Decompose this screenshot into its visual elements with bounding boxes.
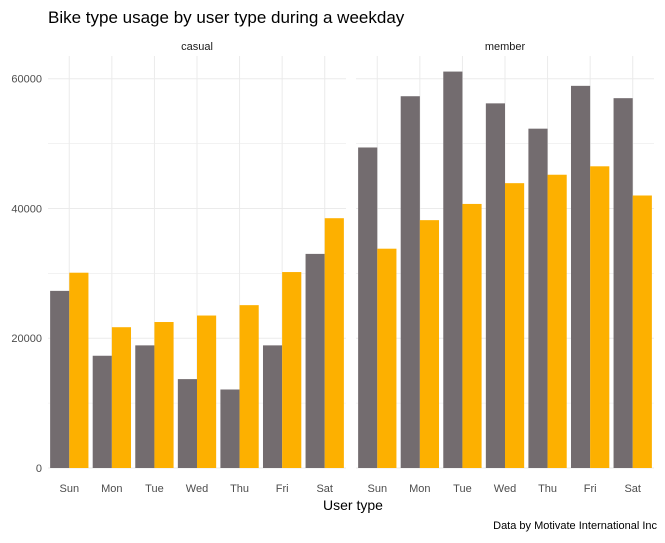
x-axis-label: User type	[323, 497, 383, 513]
bar-member-Sat-series-1	[613, 98, 633, 469]
x-tick-label: Sat	[624, 483, 641, 495]
facet-panel-member: member Sun Mon Tue Wed Thu Fri Sat	[356, 41, 654, 495]
y-tick-label: 40000	[11, 203, 42, 215]
x-tick-label: Tue	[145, 483, 164, 495]
bar-member-Wed-series-1	[485, 103, 505, 469]
chart-caption: Data by Motivate International Inc	[493, 520, 657, 532]
chart-title: Bike type usage by user type during a we…	[48, 8, 405, 27]
bar-casual-Wed-series-1	[177, 379, 197, 468]
bar-casual-Wed-series-2	[197, 315, 217, 468]
x-tick-label: Tue	[453, 483, 472, 495]
x-tick-label: Fri	[276, 483, 289, 495]
bar-casual-Sun-series-2	[69, 272, 89, 468]
x-tick-label: Mon	[101, 483, 122, 495]
x-tick-label: Fri	[584, 483, 597, 495]
facet-label: member	[485, 41, 526, 53]
bar-casual-Tue-series-2	[154, 322, 174, 468]
y-tick-label: 0	[36, 463, 42, 475]
bar-casual-Fri-series-2	[282, 272, 302, 468]
bar-member-Tue-series-1	[443, 71, 463, 468]
bar-casual-Sat-series-1	[305, 253, 325, 468]
x-tick-label: Sat	[316, 483, 333, 495]
x-tick-label: Thu	[230, 483, 249, 495]
x-tick-label: Wed	[494, 483, 516, 495]
bar-casual-Sat-series-2	[324, 218, 344, 468]
bar-member-Sat-series-2	[632, 195, 652, 468]
bar-member-Mon-series-1	[400, 96, 420, 468]
bar-member-Wed-series-2	[505, 183, 525, 468]
bar-casual-Fri-series-1	[262, 345, 283, 468]
bar-member-Fri-series-1	[570, 85, 591, 468]
bar-casual-Tue-series-1	[135, 345, 155, 468]
x-tick-label: Sun	[59, 483, 79, 495]
x-tick-label: Wed	[186, 483, 208, 495]
bar-casual-Mon-series-1	[92, 355, 112, 468]
y-tick-label: 20000	[11, 333, 42, 345]
facet-panel-casual: casual Sun Mon Tue Wed Thu Fri Sat	[48, 41, 346, 495]
bar-casual-Thu-series-2	[239, 305, 259, 468]
bar-casual-Thu-series-1	[220, 389, 240, 468]
bar-member-Thu-series-2	[547, 174, 567, 468]
y-tick-label: 60000	[11, 74, 42, 86]
x-tick-label: Thu	[538, 483, 557, 495]
bar-member-Fri-series-2	[590, 166, 610, 469]
facet-label: casual	[181, 41, 213, 53]
bar-member-Sun-series-2	[377, 248, 397, 468]
bar-casual-Sun-series-1	[50, 290, 70, 468]
bar-member-Thu-series-1	[528, 128, 548, 468]
bar-casual-Mon-series-2	[111, 327, 132, 468]
x-tick-label: Sun	[367, 483, 387, 495]
bar-member-Mon-series-2	[419, 220, 440, 468]
bar-member-Tue-series-2	[462, 203, 482, 468]
x-tick-label: Mon	[409, 483, 430, 495]
bar-member-Sun-series-1	[358, 147, 378, 468]
